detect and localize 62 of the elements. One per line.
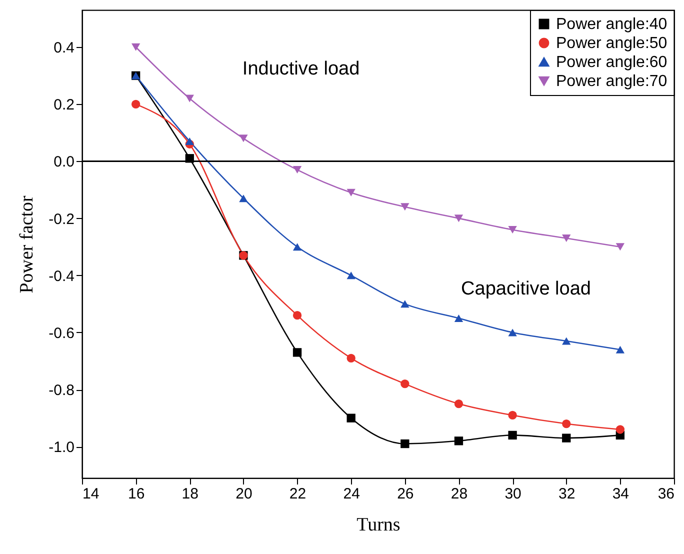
y-tick-label: 0.0 bbox=[54, 154, 74, 171]
y-tick-label: -0.6 bbox=[48, 324, 74, 342]
point bbox=[346, 272, 356, 280]
annotation: Capacitive load bbox=[461, 278, 591, 300]
x-tick-label: 14 bbox=[82, 486, 100, 502]
point bbox=[400, 380, 410, 388]
point bbox=[239, 134, 248, 142]
x-tick-label: 32 bbox=[558, 486, 576, 502]
x-tick-label: 36 bbox=[658, 486, 674, 502]
x-tick-label: 30 bbox=[504, 486, 522, 502]
y-tick-label: -1.0 bbox=[48, 439, 74, 456]
y-tick-label: 0.2 bbox=[54, 96, 74, 114]
legend-label: Power angle:40 bbox=[556, 16, 668, 33]
point bbox=[131, 43, 140, 51]
point bbox=[508, 430, 517, 440]
point bbox=[562, 234, 571, 242]
legend-label: Power angle:60 bbox=[556, 54, 668, 71]
point bbox=[454, 399, 464, 408]
annotation: Inductive load bbox=[242, 58, 360, 80]
point bbox=[292, 166, 302, 174]
x-axis-title: Turns bbox=[356, 514, 400, 536]
x-tick-label: 24 bbox=[343, 486, 360, 502]
x-tick-label: 18 bbox=[182, 486, 198, 502]
point bbox=[185, 94, 194, 102]
y-tick-label: -0.2 bbox=[48, 210, 74, 228]
point bbox=[346, 354, 356, 362]
point bbox=[400, 203, 410, 211]
point bbox=[508, 328, 517, 336]
y-axis-title: Power factor bbox=[16, 195, 38, 294]
point bbox=[292, 348, 302, 357]
y-tick-label: -0.4 bbox=[48, 268, 74, 285]
point bbox=[562, 337, 571, 345]
y-tick-label: -0.8 bbox=[48, 382, 74, 400]
point bbox=[292, 243, 302, 251]
point bbox=[508, 226, 517, 234]
y-tick-label: 0.4 bbox=[54, 40, 74, 57]
point bbox=[454, 314, 464, 322]
x-tick-label: 16 bbox=[128, 486, 145, 502]
point bbox=[346, 414, 356, 422]
x-tick-label: 34 bbox=[612, 486, 630, 502]
point bbox=[239, 194, 248, 202]
point bbox=[400, 300, 410, 308]
point bbox=[616, 243, 625, 251]
point bbox=[131, 100, 140, 108]
point bbox=[508, 410, 517, 420]
x-tick-label: 26 bbox=[397, 486, 414, 502]
x-tick-label: 20 bbox=[236, 486, 252, 502]
point bbox=[616, 425, 625, 434]
point bbox=[400, 439, 410, 448]
legend-label: Power angle:50 bbox=[556, 35, 668, 52]
point bbox=[616, 346, 625, 354]
point bbox=[454, 214, 464, 222]
point bbox=[346, 188, 356, 196]
point bbox=[292, 311, 302, 320]
legend-label: Power angle:70 bbox=[556, 73, 668, 90]
x-tick-label: 22 bbox=[289, 486, 306, 502]
point bbox=[185, 154, 194, 163]
point bbox=[454, 436, 464, 446]
x-tick-label: 28 bbox=[450, 486, 468, 502]
point bbox=[185, 138, 194, 146]
point bbox=[562, 434, 571, 442]
point bbox=[562, 419, 571, 428]
